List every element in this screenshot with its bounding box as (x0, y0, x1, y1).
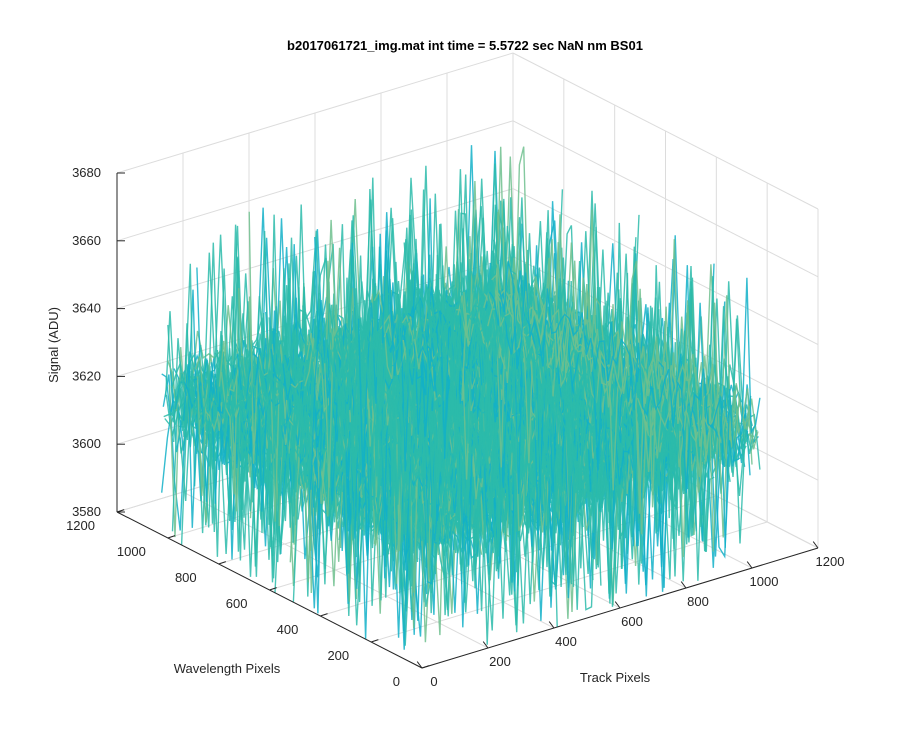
x-tick-label: 200 (489, 654, 511, 669)
x-tick-label: 1200 (816, 554, 845, 569)
y-tick-label: 600 (226, 596, 248, 611)
x-tick-label: 1000 (750, 574, 779, 589)
y-tick (421, 665, 430, 669)
x-tick-label: 800 (687, 594, 709, 609)
grid-line (512, 188, 819, 346)
surface-mesh (161, 145, 761, 650)
surface-lines (161, 145, 761, 650)
y-tick (320, 613, 328, 617)
axes (116, 172, 819, 669)
x-axis-label: Track Pixels (580, 670, 651, 685)
x-tick (812, 541, 819, 549)
surface-line (485, 225, 747, 478)
z-axis-label: Signal (ADU) (46, 307, 61, 383)
y-tick-label: 0 (393, 674, 400, 689)
chart-title: b2017061721_img.mat int time = 5.5722 se… (287, 38, 643, 53)
x-tick (548, 621, 555, 629)
y-tick-label: 1000 (117, 544, 146, 559)
surface-line (499, 260, 761, 548)
y-tick-label: 400 (277, 622, 299, 637)
y-tick-label: 200 (327, 648, 349, 663)
grid-line (512, 120, 819, 278)
y-tick (167, 535, 176, 539)
grid-line (116, 120, 514, 242)
x-tick (746, 561, 753, 569)
z-tick-label: 3580 (72, 504, 101, 519)
x-tick (614, 601, 621, 609)
y-tick (218, 561, 227, 565)
y-tick (269, 587, 277, 591)
y-tick-label: 800 (175, 570, 197, 585)
surface-line (491, 273, 753, 491)
x-tick-label: 400 (555, 634, 577, 649)
x-tick-label: 600 (621, 614, 643, 629)
z-tick-label: 3600 (72, 436, 101, 451)
z-tick-label: 3680 (72, 165, 101, 180)
x-tick (482, 641, 489, 649)
x-tick (416, 661, 423, 669)
z-tick-label: 3640 (72, 301, 101, 316)
x-tick-label: 0 (430, 674, 437, 689)
tick-labels: 0 200 400 600 800 1000 1200 0 200 400 600 800 1000 12… (66, 165, 844, 689)
x-tick (680, 581, 687, 589)
z-tick-label: 3660 (72, 233, 101, 248)
z-tick-label: 3620 (72, 368, 101, 383)
surface-line (489, 270, 751, 476)
grid-line (512, 52, 819, 210)
grid-line (116, 52, 514, 174)
y-tick-label: 1200 (66, 518, 95, 533)
y-tick (371, 639, 379, 643)
y-axis-label: Wavelength Pixels (174, 661, 281, 676)
surface-line (497, 146, 759, 538)
